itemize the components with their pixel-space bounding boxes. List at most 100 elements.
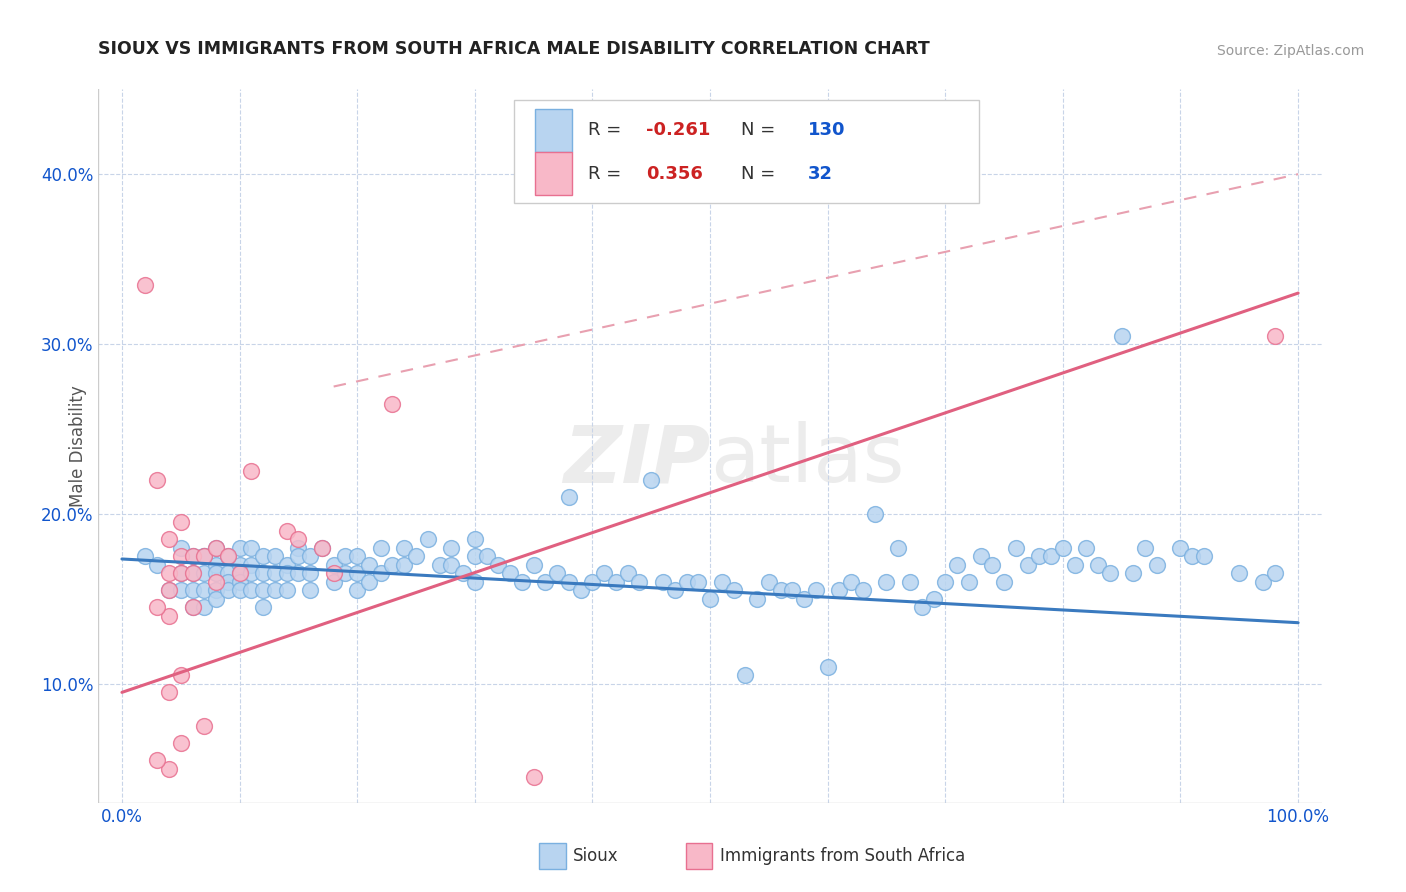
Point — [146, 473, 169, 487]
Point — [193, 583, 215, 598]
Point — [957, 574, 980, 589]
Point — [769, 583, 792, 598]
Point — [887, 541, 910, 555]
Point — [392, 541, 416, 555]
FancyBboxPatch shape — [536, 109, 572, 152]
Point — [240, 558, 263, 572]
Point — [475, 549, 498, 564]
Point — [346, 583, 368, 598]
Point — [276, 524, 298, 538]
Point — [263, 583, 285, 598]
Point — [464, 533, 486, 547]
Point — [1028, 549, 1050, 564]
Point — [782, 583, 804, 598]
Point — [688, 574, 710, 589]
Point — [134, 277, 156, 292]
Point — [181, 600, 204, 615]
Point — [523, 770, 546, 784]
Point — [523, 558, 546, 572]
Point — [1111, 328, 1133, 343]
Text: Source: ZipAtlas.com: Source: ZipAtlas.com — [1216, 44, 1364, 58]
Point — [252, 600, 274, 615]
Point — [934, 574, 956, 589]
Point — [946, 558, 969, 572]
Point — [157, 533, 180, 547]
Point — [322, 574, 344, 589]
Point — [1076, 541, 1098, 555]
Point — [193, 549, 215, 564]
Point — [392, 558, 416, 572]
Point — [1052, 541, 1074, 555]
Point — [464, 574, 486, 589]
Point — [240, 566, 263, 581]
FancyBboxPatch shape — [686, 844, 713, 869]
Point — [181, 583, 204, 598]
Text: ZIP: ZIP — [562, 421, 710, 500]
Point — [1181, 549, 1204, 564]
Point — [217, 574, 239, 589]
Point — [464, 549, 486, 564]
Point — [875, 574, 897, 589]
Point — [228, 574, 250, 589]
Point — [146, 753, 169, 767]
Point — [616, 566, 638, 581]
Point — [205, 591, 228, 606]
Point — [558, 574, 581, 589]
Point — [170, 516, 193, 530]
Point — [370, 541, 392, 555]
Point — [170, 566, 193, 581]
Point — [311, 541, 333, 555]
Point — [193, 719, 215, 733]
Point — [252, 583, 274, 598]
Point — [157, 608, 180, 623]
Point — [1251, 574, 1274, 589]
Point — [228, 583, 250, 598]
Point — [181, 566, 204, 581]
Point — [416, 533, 439, 547]
Point — [1264, 328, 1286, 343]
Point — [146, 600, 169, 615]
Point — [534, 574, 557, 589]
Point — [664, 583, 686, 598]
Point — [157, 566, 180, 581]
Point — [652, 574, 675, 589]
Point — [240, 465, 263, 479]
Point — [486, 558, 509, 572]
Point — [311, 541, 333, 555]
Point — [228, 566, 250, 581]
Point — [628, 574, 651, 589]
Point — [863, 507, 886, 521]
Point — [1146, 558, 1168, 572]
Point — [263, 566, 285, 581]
Point — [429, 558, 451, 572]
Point — [252, 566, 274, 581]
Point — [205, 566, 228, 581]
Point — [346, 566, 368, 581]
Text: 130: 130 — [808, 121, 845, 139]
Text: 32: 32 — [808, 165, 832, 183]
Point — [205, 541, 228, 555]
Point — [357, 558, 380, 572]
Point — [287, 533, 309, 547]
Point — [510, 574, 533, 589]
Point — [1170, 541, 1192, 555]
Point — [699, 591, 721, 606]
Point — [370, 566, 392, 581]
Point — [758, 574, 780, 589]
FancyBboxPatch shape — [536, 153, 572, 195]
Point — [276, 558, 298, 572]
Point — [440, 558, 463, 572]
Point — [346, 549, 368, 564]
Point — [322, 558, 344, 572]
Point — [723, 583, 745, 598]
Point — [217, 583, 239, 598]
Point — [710, 574, 733, 589]
Point — [335, 549, 357, 564]
Point — [170, 736, 193, 750]
Point — [217, 566, 239, 581]
Point — [922, 591, 945, 606]
Point — [193, 566, 215, 581]
Text: N =: N = — [741, 165, 780, 183]
Point — [911, 600, 934, 615]
Point — [181, 600, 204, 615]
